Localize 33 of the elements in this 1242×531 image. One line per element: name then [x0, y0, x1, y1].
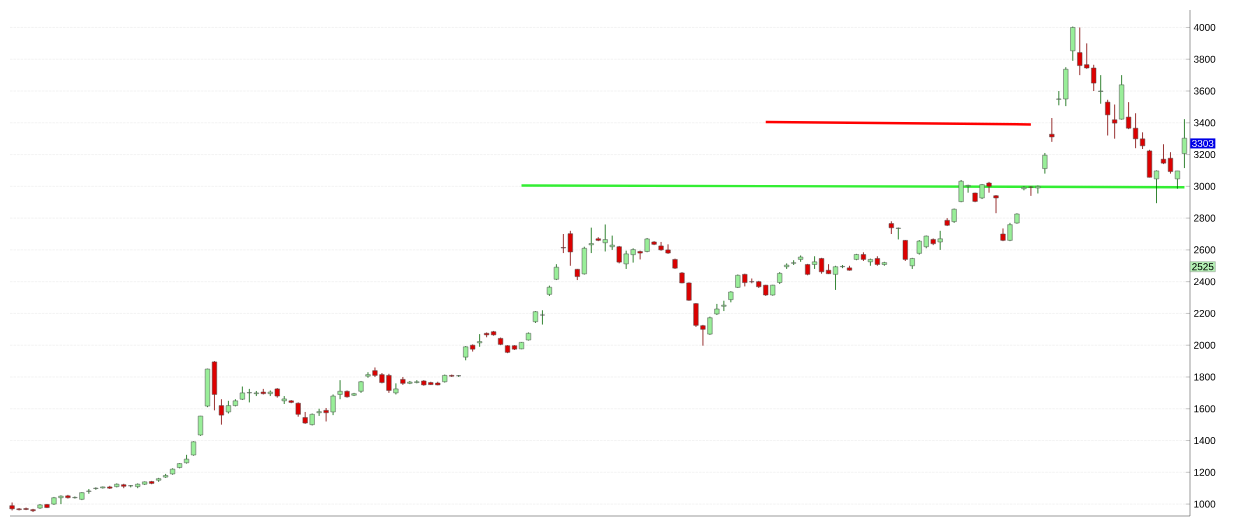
y-tick-label: 1600 — [1194, 405, 1216, 413]
candlestick — [1049, 117, 1055, 143]
candlestick — [86, 488, 92, 495]
y-tick-label: 2200 — [1194, 309, 1216, 317]
candlestick — [993, 194, 999, 214]
candlestick — [1105, 99, 1111, 136]
candlestick — [197, 415, 204, 437]
candlestick — [832, 265, 839, 291]
candlestick — [1098, 74, 1104, 105]
candlestick — [539, 309, 545, 325]
y-tick-label: 2400 — [1194, 278, 1216, 286]
y-tick-label: 1200 — [1194, 468, 1216, 476]
y-tick-label: 2600 — [1194, 246, 1216, 254]
candlestick — [1153, 170, 1160, 204]
y-tick-label: 3000 — [1193, 182, 1216, 190]
y-tick-label: 4000 — [1193, 23, 1216, 31]
candlestick — [588, 227, 594, 254]
candlestick — [1070, 26, 1076, 62]
candlestick — [1181, 118, 1187, 169]
text: 3303 — [1192, 139, 1214, 147]
y-tick-label: 2000 — [1194, 341, 1216, 349]
text: 2525 — [1192, 263, 1214, 271]
candlestick — [721, 300, 727, 312]
y-tick-label: 3200 — [1193, 151, 1216, 159]
y-tick-label: 2800 — [1194, 214, 1216, 222]
y-tick-label: 1400 — [1194, 437, 1216, 445]
candlestick — [477, 333, 483, 348]
candlestick — [1042, 152, 1048, 175]
y-tick-label: 3800 — [1193, 55, 1216, 63]
y-tick-label: 1800 — [1194, 373, 1216, 381]
y-tick-label: 3600 — [1193, 87, 1216, 95]
y-tick-label: 3400 — [1193, 119, 1216, 127]
y-tick-label: 1000 — [1194, 500, 1216, 508]
